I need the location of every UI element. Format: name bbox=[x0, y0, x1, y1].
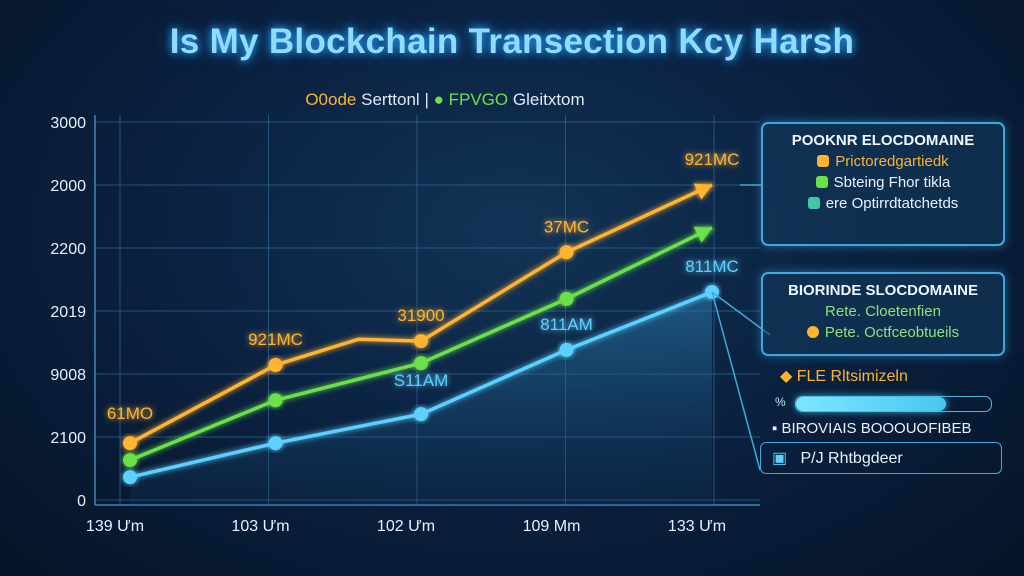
y-tick-label: 2019 bbox=[50, 304, 86, 321]
y-tick-label: 2200 bbox=[50, 241, 86, 258]
extra-item-2-label: BIROVIAIS BOOOUOFIBEB bbox=[781, 420, 972, 437]
extra-row-box bbox=[760, 442, 1002, 474]
chain-icon bbox=[807, 197, 820, 209]
arrow-head-icon bbox=[693, 226, 712, 243]
panel2-heading: BIORINDE SLOCDOMAINE bbox=[787, 282, 978, 299]
diamond-icon: ◆ bbox=[780, 368, 797, 385]
progress-fill bbox=[796, 397, 947, 411]
extra-item-1: ◆ FLE Rltsimizeln bbox=[780, 366, 908, 386]
data-label: 31900 bbox=[397, 306, 444, 325]
coin-icon bbox=[806, 326, 819, 338]
series-line bbox=[129, 183, 713, 445]
series-area-fill bbox=[130, 291, 712, 505]
data-label: 811AM bbox=[540, 315, 593, 334]
legend-text-1: Serttonl bbox=[361, 90, 420, 109]
legend-dot-icon: ● bbox=[433, 90, 444, 109]
panel1-heading: POOKNR ELOCDOMAINE bbox=[791, 132, 975, 149]
data-point bbox=[559, 245, 574, 260]
data-point bbox=[414, 356, 428, 371]
y-tick-label: 9008 bbox=[50, 367, 86, 384]
panel1-row: Sbteing Fhor tikla bbox=[833, 174, 951, 191]
data-label: 811MC bbox=[685, 257, 739, 276]
data-point bbox=[414, 334, 428, 349]
data-point bbox=[559, 291, 574, 306]
data-label: 61MO bbox=[107, 404, 153, 423]
x-tick-label: 133 Ưm bbox=[668, 518, 726, 535]
progress-bar bbox=[795, 396, 992, 412]
extra-item-1-label: FLE Rltsimizeln bbox=[796, 368, 908, 385]
y-tick-label: 3000 bbox=[50, 115, 86, 132]
data-point bbox=[123, 470, 137, 485]
data-point bbox=[123, 453, 137, 468]
arrow-head-icon bbox=[693, 183, 712, 200]
legend-text-2: Gleitxtom bbox=[512, 90, 585, 109]
y-tick-label: 2100 bbox=[50, 430, 86, 447]
info-panel-1: POOKNR ELOCDOMAINE Prictoredgartiedk Sbt… bbox=[761, 122, 1005, 246]
data-point bbox=[705, 284, 719, 299]
data-point bbox=[268, 358, 283, 373]
data-point bbox=[268, 436, 283, 451]
panel2-row: Pete. Octfceobtueils bbox=[824, 324, 960, 341]
flag-icon: ▪ bbox=[772, 420, 782, 437]
extra-item-2: ▪ BIROVIAIS BOOOUOFIBEB bbox=[772, 420, 972, 437]
data-point bbox=[559, 342, 574, 357]
connector-line bbox=[711, 291, 771, 336]
legend-key-2: FPVGO bbox=[448, 90, 509, 109]
x-tick-label: 109 Mm bbox=[523, 518, 581, 535]
document-icon: ▣ bbox=[772, 450, 792, 467]
data-point bbox=[414, 407, 428, 422]
chart-title: Is My Blockchain Transection Kcy Harsh bbox=[169, 22, 855, 61]
coins-icon bbox=[815, 176, 828, 188]
panel1-row: ere Optirrdtatchetds bbox=[825, 195, 959, 212]
legend-key-1: O0ode bbox=[305, 90, 357, 109]
data-label: S11AM bbox=[394, 371, 449, 390]
legend: O0ode Serttonl | ● FPVGO Gleitxtom bbox=[0, 90, 890, 110]
bar-label: % bbox=[775, 395, 786, 409]
data-point bbox=[268, 393, 283, 408]
panel1-row: Prictoredgartiedk bbox=[835, 153, 949, 170]
legend-separator: | bbox=[424, 90, 429, 109]
lock-icon bbox=[817, 155, 830, 167]
x-tick-label: 103 Ưm bbox=[231, 518, 289, 535]
data-label: 921MC bbox=[685, 150, 740, 169]
extra-item-3: ▣ P/J Rhtbgdeer bbox=[772, 448, 903, 468]
data-label: 921MC bbox=[248, 330, 303, 349]
x-tick-label: 139 Ưm bbox=[86, 518, 144, 535]
connector-line bbox=[711, 291, 761, 471]
data-label: 37MC bbox=[544, 217, 589, 236]
data-point bbox=[123, 436, 137, 451]
info-panel-2: BIORINDE SLOCDOMAINE Rete. Cloetenfien P… bbox=[761, 272, 1005, 356]
y-tick-label: 2000 bbox=[50, 178, 86, 195]
extra-item-3-label: P/J Rhtbgdeer bbox=[800, 450, 903, 467]
x-tick-label: 102 Ưm bbox=[377, 518, 435, 535]
panel2-row: Rete. Cloetenfien bbox=[825, 303, 941, 320]
y-tick-label: 0 bbox=[77, 493, 86, 510]
